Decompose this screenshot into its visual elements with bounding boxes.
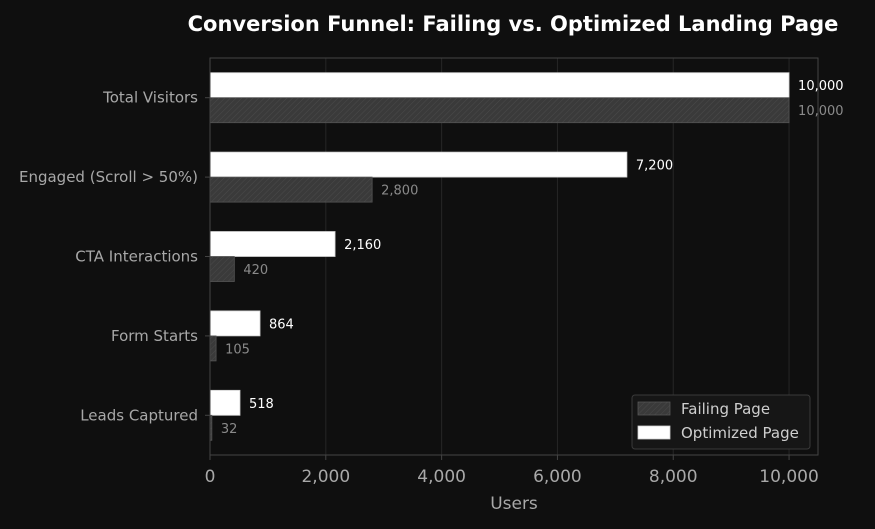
data-label-failing: 10,000	[798, 104, 844, 119]
data-label-failing: 2,800	[381, 184, 418, 199]
category-label: Total Visitors	[102, 89, 198, 107]
bar-failing	[209, 176, 373, 203]
x-tick-label: 4,000	[417, 467, 466, 487]
category-label: Form Starts	[111, 327, 198, 345]
bar-optimized	[209, 310, 261, 337]
x-tick-label: 8,000	[649, 467, 698, 487]
category-label: Engaged (Scroll > 50%)	[19, 168, 198, 186]
bar-optimized	[209, 151, 628, 178]
legend-swatch-failing	[637, 401, 671, 416]
chart-title: Conversion Funnel: Failing vs. Optimized…	[188, 12, 839, 36]
bar-optimized	[209, 389, 241, 416]
x-tick-label: 0	[205, 467, 216, 487]
x-tick-label: 10,000	[759, 467, 818, 487]
category-label: Leads Captured	[80, 406, 198, 424]
legend-label-optimized: Optimized Page	[681, 424, 799, 442]
bar-optimized	[209, 72, 790, 99]
data-label-optimized: 10,000	[798, 79, 844, 94]
data-label-failing: 420	[243, 263, 268, 278]
data-label-optimized: 7,200	[636, 159, 673, 174]
data-label-optimized: 864	[269, 317, 294, 332]
x-tick-label: 6,000	[533, 467, 582, 487]
data-label-failing: 32	[221, 422, 238, 437]
legend-box	[631, 394, 811, 450]
data-label-optimized: 518	[249, 397, 274, 412]
x-tick-label: 2,000	[301, 467, 350, 487]
legend-label-failing: Failing Page	[681, 400, 770, 418]
data-label-optimized: 2,160	[344, 238, 381, 253]
bar-failing	[209, 97, 790, 124]
data-label-failing: 105	[225, 342, 250, 357]
bar-optimized	[209, 231, 336, 257]
bar-failing	[209, 335, 217, 362]
bar-failing	[209, 256, 235, 282]
legend-swatch-optimized	[637, 425, 671, 440]
x-axis-label: Users	[490, 494, 538, 514]
category-label: CTA Interactions	[75, 248, 198, 266]
